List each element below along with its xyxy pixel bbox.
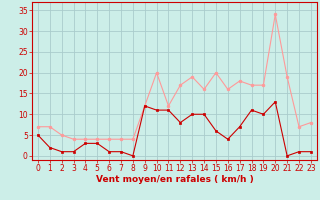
X-axis label: Vent moyen/en rafales ( km/h ): Vent moyen/en rafales ( km/h ) [96,175,253,184]
